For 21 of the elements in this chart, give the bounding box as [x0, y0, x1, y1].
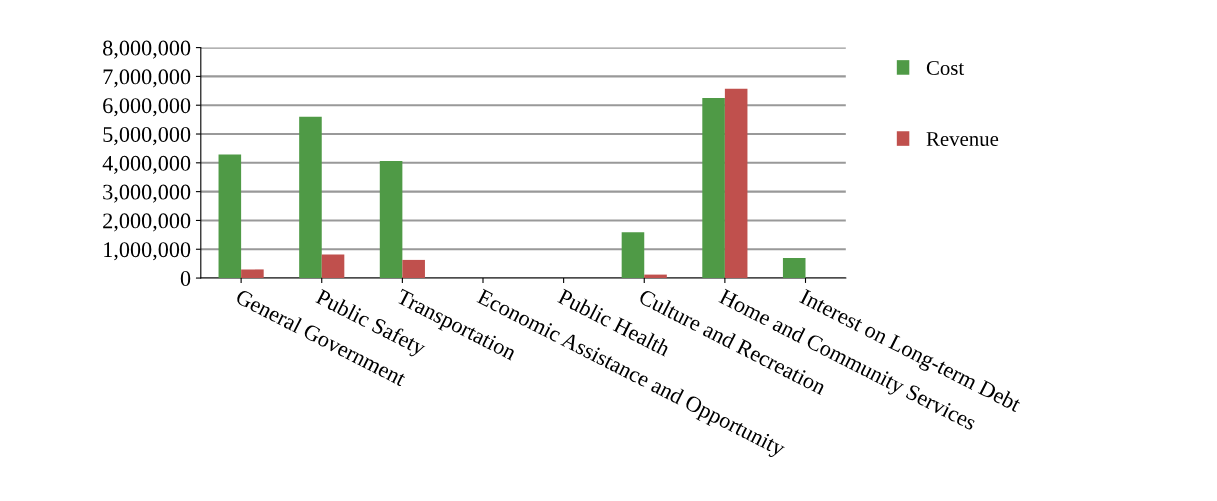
- y-tick-label: 2,000,000: [103, 213, 191, 232]
- legend-label: Revenue: [926, 132, 999, 147]
- bar: [299, 116, 322, 279]
- bar: [241, 269, 264, 279]
- y-tick-label: 4,000,000: [102, 155, 191, 174]
- y-tick-label: 1,000,000: [104, 242, 191, 261]
- legend-label: Cost: [926, 60, 965, 75]
- y-tick-label: 6,000,000: [103, 98, 191, 117]
- bar: [402, 259, 425, 279]
- bar: [218, 154, 242, 279]
- bar: [724, 88, 748, 279]
- y-tick-label: 0: [180, 270, 191, 286]
- bar: [782, 257, 806, 279]
- bar: [702, 98, 725, 279]
- y-tick-label: 7,000,000: [103, 69, 191, 88]
- y-tick-label: 5,000,000: [103, 126, 191, 146]
- bar: [321, 254, 345, 279]
- bar: [379, 161, 403, 279]
- bar: [621, 232, 645, 279]
- y-tick-label: 8,000,000: [103, 40, 191, 59]
- y-tick-label: 3,000,000: [103, 184, 191, 203]
